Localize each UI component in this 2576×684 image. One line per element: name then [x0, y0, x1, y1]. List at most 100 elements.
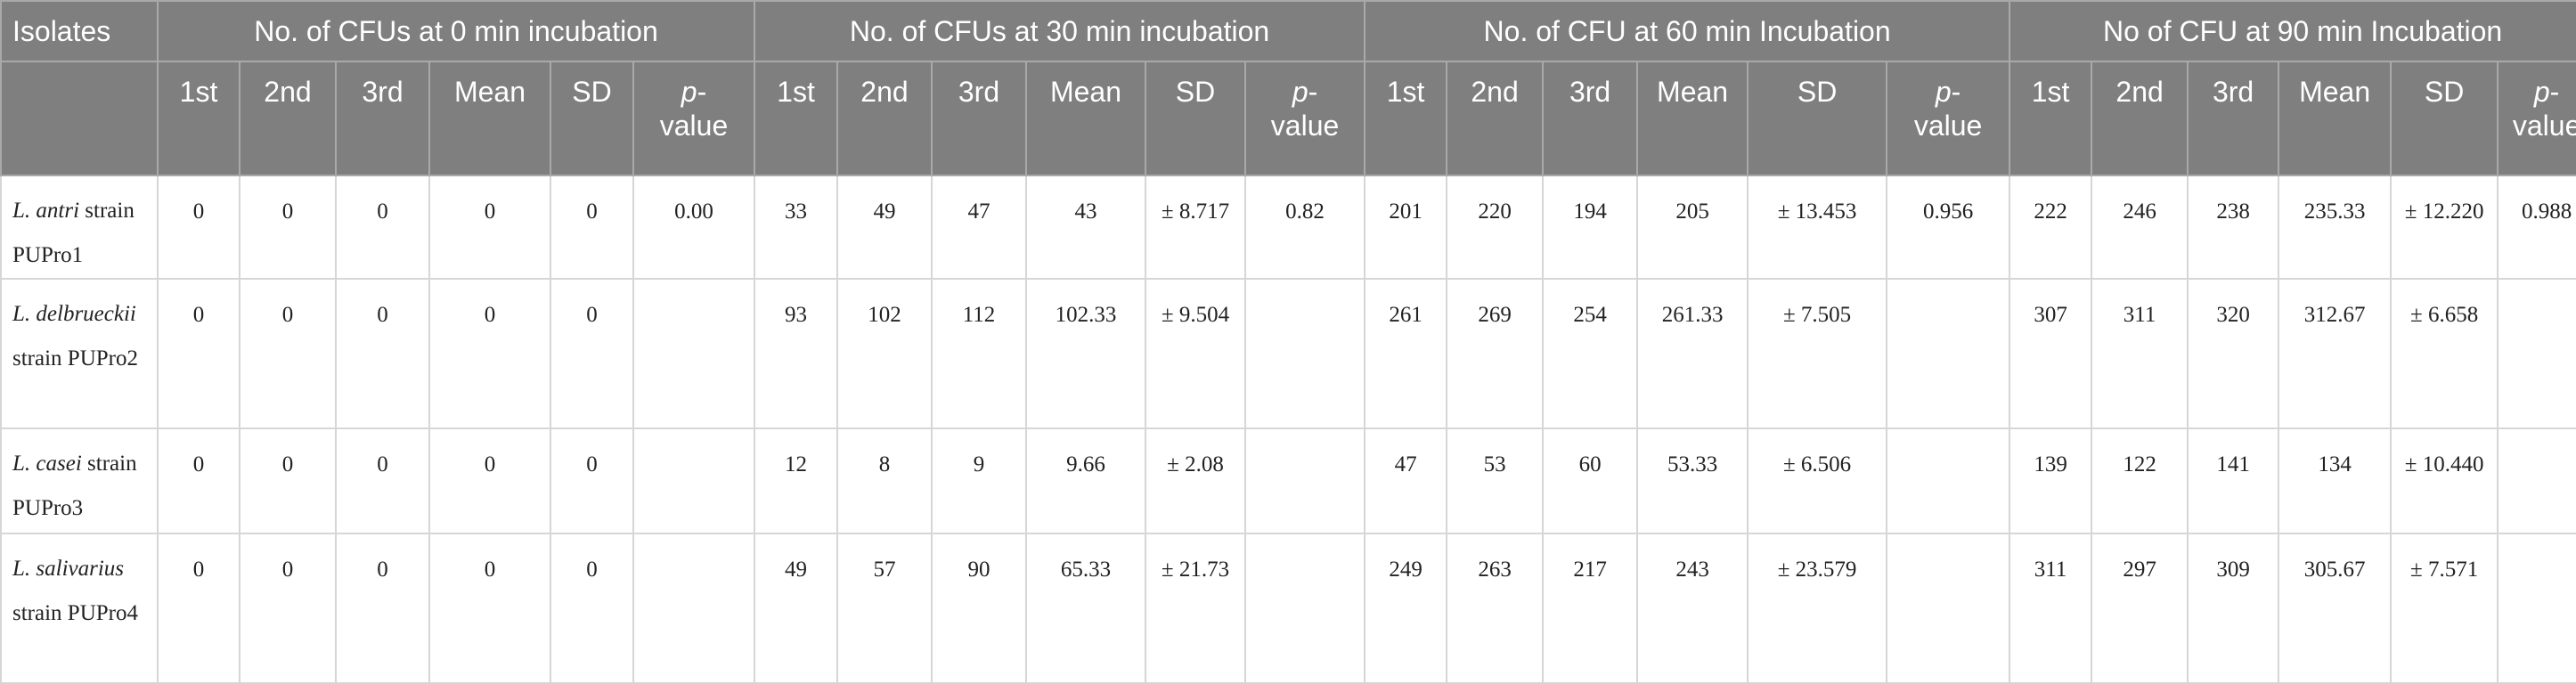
cell-first-30min: 33 [754, 175, 838, 280]
cell-mean-0min: 0 [428, 175, 551, 280]
subheader-first-60min: 1st [1364, 61, 1448, 176]
cell-pvalue-30min: 0.82 [1243, 175, 1366, 280]
cell-third-60min: 194 [1542, 175, 1639, 280]
cell-mean-30min: 65.33 [1025, 533, 1146, 684]
pvalue-dash-label: - [2549, 76, 2560, 108]
cell-mean-60min: 261.33 [1636, 278, 1749, 429]
cell-first-60min: 249 [1364, 533, 1448, 684]
isolate-cell: L. salivarius strain PUPro4 [0, 533, 159, 684]
table-row: L. salivarius strain PUPro4 0 0 0 0 0 49 57 90 65… [0, 533, 2576, 684]
header-group-row: Isolates No. of CFUs at 0 min incubation… [0, 0, 2576, 62]
subheader-first-0min: 1st [157, 61, 240, 176]
subheader-pvalue-0min: p-value [632, 61, 755, 176]
pvalue-dash-label: - [697, 76, 707, 108]
cell-third-60min: 254 [1542, 278, 1639, 429]
pvalue-p-label: p [1292, 76, 1308, 108]
subheader-second-30min: 2nd [836, 61, 933, 176]
strain-label: strain [12, 601, 62, 625]
subheader-third-0min: 3rd [335, 61, 430, 176]
cell-sd-0min: 0 [550, 175, 634, 280]
table-row: L. antri strain PUPro1 0 0 0 0 0 0.00 33 49 47 43 ±… [0, 175, 2576, 280]
table-body: L. antri strain PUPro1 0 0 0 0 0 0.00 33 49 47 43 ±… [0, 175, 2576, 684]
cell-second-60min: 220 [1446, 175, 1545, 280]
cell-sd-60min: ± 6.506 [1747, 428, 1888, 534]
cell-third-0min: 0 [335, 533, 430, 684]
cell-sd-30min: ± 9.504 [1145, 278, 1246, 429]
cell-third-30min: 90 [931, 533, 1027, 684]
cell-second-90min: 297 [2091, 533, 2189, 684]
cell-second-60min: 53 [1446, 428, 1545, 534]
cell-mean-0min: 0 [428, 533, 551, 684]
subheader-mean-60min: Mean [1636, 61, 1749, 176]
cell-pvalue-60min [1886, 278, 2011, 429]
strain-code: PUPro4 [67, 601, 138, 625]
cell-pvalue-90min [2497, 533, 2576, 684]
pvalue-p-label: p [681, 76, 697, 108]
subheader-mean-0min: Mean [428, 61, 551, 176]
strain-code: PUPro2 [67, 346, 138, 370]
cell-third-0min: 0 [335, 428, 430, 534]
strain-label: strain [87, 452, 137, 476]
cell-first-0min: 0 [157, 278, 240, 429]
cell-second-90min: 311 [2091, 278, 2189, 429]
cell-pvalue-30min [1243, 428, 1366, 534]
cell-mean-60min: 53.33 [1636, 428, 1749, 534]
cell-first-90min: 139 [2009, 428, 2093, 534]
cell-pvalue-60min [1886, 533, 2011, 684]
strain-label: strain [85, 199, 135, 223]
cell-mean-30min: 102.33 [1025, 278, 1146, 429]
subheader-third-30min: 3rd [931, 61, 1027, 176]
subheader-pvalue-30min: p-value [1243, 61, 1366, 176]
cell-sd-90min: ± 7.571 [2390, 533, 2499, 684]
pvalue-word-label: value [659, 110, 729, 142]
cell-first-30min: 49 [754, 533, 838, 684]
cell-third-30min: 47 [931, 175, 1027, 280]
pvalue-dash-label: - [1951, 76, 1961, 108]
species-name: L. delbrueckii [12, 302, 136, 326]
cell-pvalue-0min [632, 533, 755, 684]
subheader-mean-30min: Mean [1025, 61, 1146, 176]
cell-pvalue-0min [632, 428, 755, 534]
subheader-mean-90min: Mean [2278, 61, 2393, 176]
group-header-60min: No. of CFU at 60 min Incubation [1364, 0, 2011, 62]
cell-mean-0min: 0 [428, 428, 551, 534]
subheader-second-90min: 2nd [2091, 61, 2189, 176]
subheader-sd-90min: SD [2390, 61, 2499, 176]
pvalue-word-label: value [1913, 110, 1983, 142]
isolates-header: Isolates [0, 0, 159, 62]
cell-sd-60min: ± 13.453 [1747, 175, 1888, 280]
group-header-0min: No. of CFUs at 0 min incubation [157, 0, 755, 62]
cell-mean-60min: 205 [1636, 175, 1749, 280]
cell-second-60min: 263 [1446, 533, 1545, 684]
cell-second-0min: 0 [239, 428, 337, 534]
pvalue-p-label: p [1935, 76, 1952, 108]
group-header-30min: No. of CFUs at 30 min incubation [753, 0, 1366, 62]
cell-first-0min: 0 [157, 175, 240, 280]
species-name: L. casei [12, 452, 82, 476]
cell-first-0min: 0 [157, 428, 240, 534]
isolate-cell: L. delbrueckii strain PUPro2 [0, 278, 159, 429]
cell-pvalue-60min [1886, 428, 2011, 534]
cell-first-60min: 47 [1364, 428, 1448, 534]
cell-mean-0min: 0 [428, 278, 551, 429]
subheader-sd-60min: SD [1747, 61, 1888, 176]
cell-pvalue-90min: 0.988 [2497, 175, 2576, 280]
group-header-90min: No of CFU at 90 min Incubation [2009, 0, 2576, 62]
strain-code: PUPro1 [12, 243, 84, 267]
header-subcolumn-row: 1st 2nd 3rd Mean SD p-value 1st 2nd 3rd Mean SD p-v… [0, 61, 2576, 176]
subheader-sd-0min: SD [550, 61, 634, 176]
cell-second-30min: 49 [836, 175, 933, 280]
subheader-first-30min: 1st [754, 61, 838, 176]
cell-third-0min: 0 [335, 278, 430, 429]
cell-mean-30min: 43 [1025, 175, 1146, 280]
cell-sd-0min: 0 [550, 278, 634, 429]
cell-third-90min: 141 [2187, 428, 2280, 534]
cell-pvalue-0min [632, 278, 755, 429]
cell-third-60min: 60 [1542, 428, 1639, 534]
isolates-subheader-blank [0, 61, 159, 176]
cell-sd-30min: ± 2.08 [1145, 428, 1246, 534]
cell-sd-60min: ± 23.579 [1747, 533, 1888, 684]
cell-second-90min: 246 [2091, 175, 2189, 280]
cell-pvalue-30min [1243, 278, 1366, 429]
